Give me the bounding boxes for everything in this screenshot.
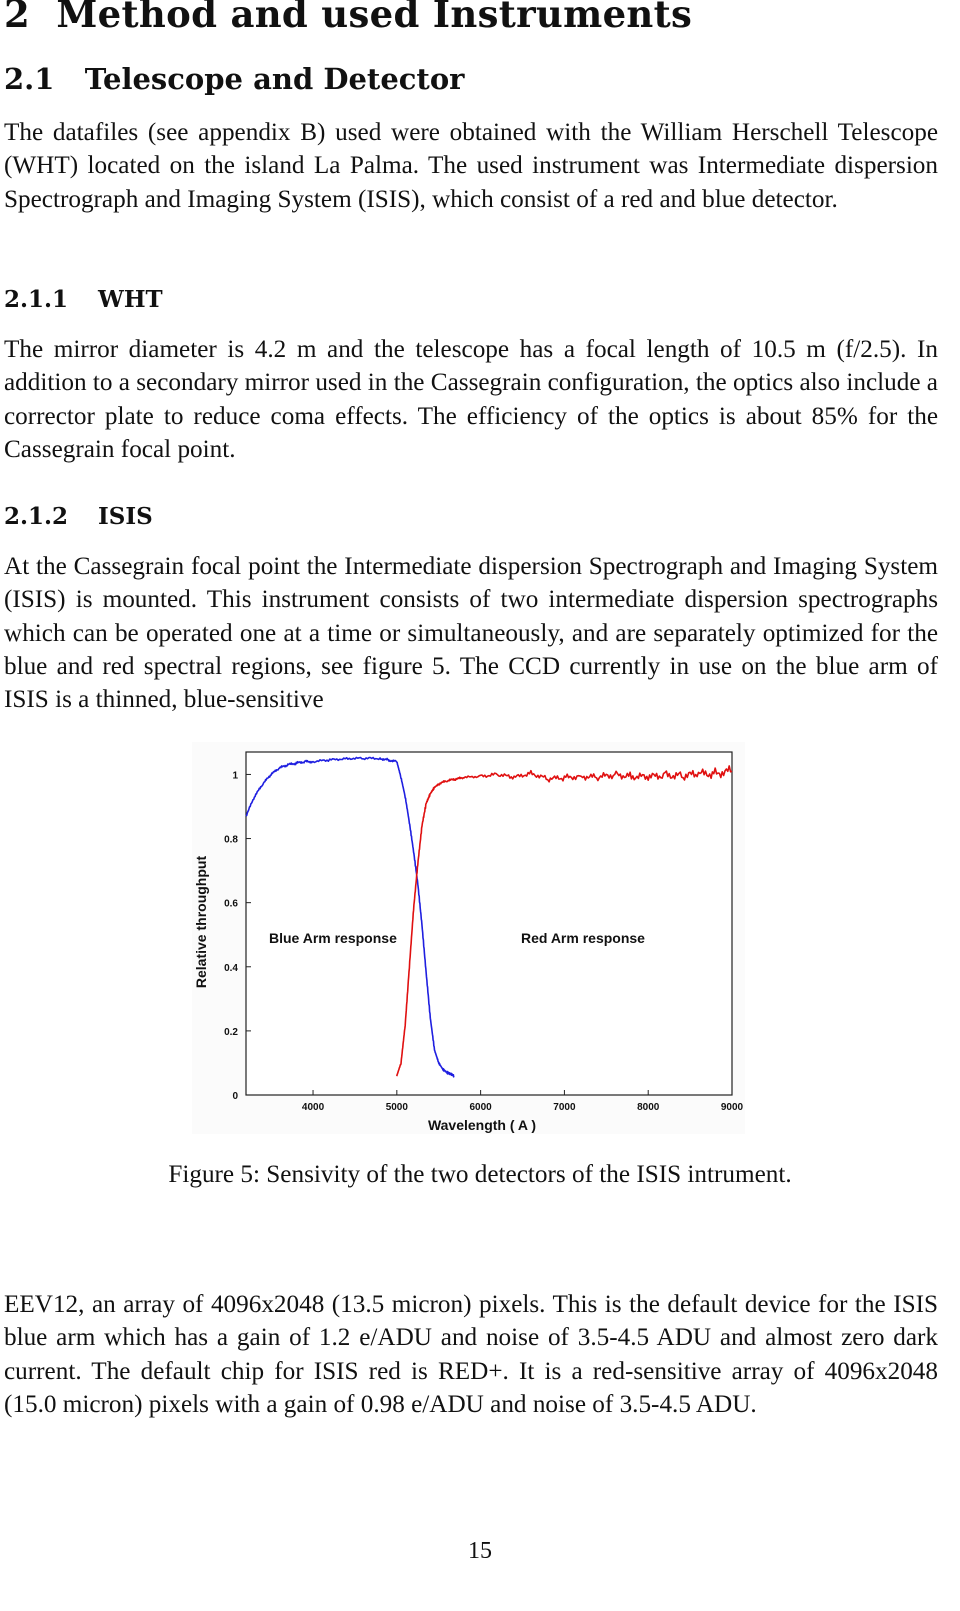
x-tick-label: 7000 (553, 1102, 576, 1113)
subsubsection-isis-title: ISIS (98, 503, 153, 530)
plot-frame (245, 751, 733, 1096)
annotation-blue-arm: Blue Arm response (269, 930, 397, 946)
y-tick-label: 0 (232, 1091, 238, 1102)
section-heading: 2 Method and used Instruments (4, 0, 692, 36)
x-tick-label: 8000 (637, 1102, 660, 1113)
y-axis-label: Relative throughput (193, 856, 209, 989)
red-arm-series-line (396, 765, 733, 1077)
subsubsection-wht-title: WHT (98, 286, 163, 313)
annotation-red-arm: Red Arm response (521, 930, 645, 946)
chart-ticks: 4000 5000 6000 7000 8000 9000 0 0.2 0.4 0.6 0.8 1 (224, 770, 743, 1113)
section-number: 2 (4, 0, 31, 36)
y-tick-label: 1 (232, 770, 238, 781)
subsubsection-isis-number: 2.1.2 (4, 503, 69, 530)
y-tick-label: 0.2 (224, 1027, 238, 1038)
isis-paragraph: At the Cassegrain focal point the Interm… (4, 553, 938, 714)
x-tick-label: 5000 (386, 1102, 409, 1113)
section-title: Method and used Instruments (56, 0, 693, 36)
subsubsection-isis-heading: 2.1.2 ISIS (4, 503, 153, 530)
y-tick-label: 0.4 (224, 963, 238, 974)
chart-series (245, 756, 733, 1078)
after-figure-paragraph: EEV12, an array of 4096x2048 (13.5 micro… (4, 1291, 938, 1418)
x-tick-label: 4000 (302, 1102, 325, 1113)
throughput-figure: 4000 5000 6000 7000 8000 9000 0 0.2 0.4 0.6 0.8 1 W… (192, 742, 745, 1134)
blue-arm-series-line (245, 756, 455, 1078)
wht-paragraph: The mirror diameter is 4.2 m and the tel… (4, 336, 938, 463)
figure-caption: Figure 5: Sensivity of the two detectors… (168, 1161, 792, 1188)
throughput-chart: 4000 5000 6000 7000 8000 9000 0 0.2 0.4 0.6 0.8 1 W… (192, 742, 745, 1134)
subsubsection-wht-number: 2.1.1 (4, 286, 69, 313)
subsection-heading: 2.1 Telescope and Detector (4, 62, 464, 96)
page-number: 15 (468, 1538, 492, 1564)
x-tick-label: 9000 (721, 1102, 744, 1113)
subsubsection-wht-heading: 2.1.1 WHT (4, 286, 163, 313)
y-tick-label: 0.8 (224, 835, 238, 846)
x-tick-label: 6000 (469, 1102, 492, 1113)
subsection-number: 2.1 (4, 62, 55, 96)
x-axis-label: Wavelength ( A ) (428, 1117, 536, 1133)
subsection-title: Telescope and Detector (84, 62, 465, 96)
chart-axes (245, 751, 733, 1096)
y-tick-label: 0.6 (224, 899, 238, 910)
intro-paragraph: The datafiles (see appendix B) used were… (4, 119, 938, 213)
